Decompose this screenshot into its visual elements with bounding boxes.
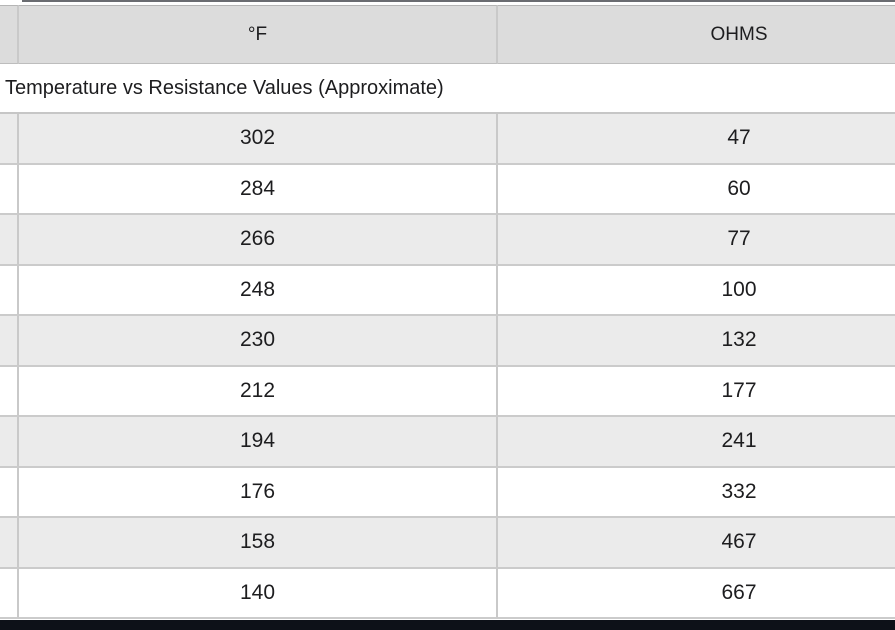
cell-spacer (0, 568, 19, 619)
cell-temp-f: 212 (19, 366, 498, 417)
cell-temp-f: 284 (19, 164, 498, 215)
cell-ohms: 332 (498, 467, 895, 518)
cell-spacer (0, 265, 19, 316)
cell-ohms: 47 (498, 114, 895, 165)
table-header: °F OHMS Temperature vs Resistance Values… (0, 5, 895, 114)
table-body: 302 47 284 60 266 77 248 100 230 132 212 177 194 241 1… (0, 114, 895, 619)
table-row: 140 667 (0, 568, 895, 619)
header-cell-spacer (0, 5, 19, 64)
cell-temp-f: 266 (19, 215, 498, 266)
table-row: 266 77 (0, 215, 895, 266)
table-row: 230 132 (0, 316, 895, 367)
table-row: 176 332 (0, 467, 895, 518)
table-row: 302 47 (0, 114, 895, 165)
cell-ohms: 100 (498, 265, 895, 316)
cell-spacer (0, 417, 19, 468)
cell-temp-f: 230 (19, 316, 498, 367)
cell-spacer (0, 215, 19, 266)
cell-temp-f: 194 (19, 417, 498, 468)
table-caption: Temperature vs Resistance Values (Approx… (0, 64, 895, 114)
table-row: 248 100 (0, 265, 895, 316)
header-row: °F OHMS (0, 5, 895, 64)
cell-ohms: 467 (498, 518, 895, 569)
cell-spacer (0, 114, 19, 165)
cell-ohms: 667 (498, 568, 895, 619)
table-row: 284 60 (0, 164, 895, 215)
cell-temp-f: 248 (19, 265, 498, 316)
cell-temp-f: 140 (19, 568, 498, 619)
temperature-resistance-table: °F OHMS Temperature vs Resistance Values… (0, 5, 895, 619)
table-row: 212 177 (0, 366, 895, 417)
cell-ohms: 132 (498, 316, 895, 367)
header-cell-temp-f: °F (19, 5, 498, 64)
cell-spacer (0, 316, 19, 367)
cell-ohms: 177 (498, 366, 895, 417)
header-cell-ohms: OHMS (498, 5, 895, 64)
cell-spacer (0, 164, 19, 215)
table-row: 158 467 (0, 518, 895, 569)
cell-spacer (0, 518, 19, 569)
cell-ohms: 60 (498, 164, 895, 215)
cell-temp-f: 302 (19, 114, 498, 165)
caption-row: Temperature vs Resistance Values (Approx… (0, 64, 895, 114)
cell-temp-f: 158 (19, 518, 498, 569)
cell-spacer (0, 366, 19, 417)
table-row: 194 241 (0, 417, 895, 468)
cell-ohms: 241 (498, 417, 895, 468)
top-border-line (22, 0, 895, 2)
bottom-bar (0, 620, 895, 630)
cell-temp-f: 176 (19, 467, 498, 518)
cell-ohms: 77 (498, 215, 895, 266)
cell-spacer (0, 467, 19, 518)
